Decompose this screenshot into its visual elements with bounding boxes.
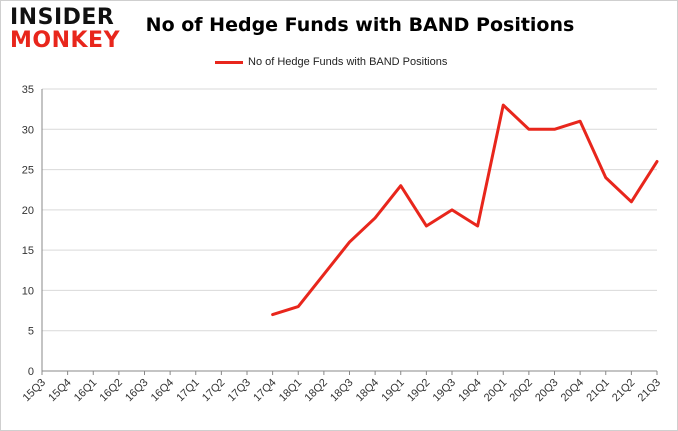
y-tick-label: 20: [22, 205, 34, 217]
x-tick-label: 17Q3: [226, 377, 254, 405]
x-tick-label: 19Q1: [379, 377, 407, 405]
x-tick-label: 15Q4: [46, 377, 74, 405]
x-tick-label: 20Q4: [559, 377, 587, 405]
x-tick-label: 16Q1: [72, 377, 100, 405]
x-tick-label: 21Q2: [610, 377, 638, 405]
x-tick-label: 17Q1: [174, 377, 202, 405]
y-tick-label: 0: [28, 366, 34, 378]
logo-line-1: INSIDER: [10, 5, 115, 30]
chart-legend: No of Hedge Funds with BAND Positions: [215, 54, 447, 70]
x-tick-label: 19Q3: [431, 377, 459, 405]
x-tick-label: 18Q1: [277, 377, 305, 405]
x-tick-label: 18Q2: [302, 377, 330, 405]
chart-title: No of Hedge Funds with BAND Positions: [145, 14, 575, 36]
y-tick-label: 35: [22, 84, 34, 96]
y-tick-label: 5: [28, 326, 34, 338]
x-tick-label: 21Q1: [584, 377, 612, 405]
x-tick-label: 18Q3: [328, 377, 356, 405]
y-tick-label: 15: [22, 245, 34, 257]
x-tick-label: 17Q2: [200, 377, 228, 405]
x-tick-label: 16Q4: [149, 377, 177, 405]
x-tick-label: 19Q2: [405, 377, 433, 405]
x-tick-label: 19Q4: [456, 377, 484, 405]
x-tick-label: 16Q2: [97, 377, 125, 405]
x-tick-label: 20Q2: [507, 377, 535, 405]
x-tick-label: 20Q1: [482, 377, 510, 405]
x-tick-label: 16Q3: [123, 377, 151, 405]
y-tick-label: 30: [22, 124, 34, 136]
x-tick-label: 18Q4: [354, 377, 382, 405]
x-tick-label: 20Q3: [533, 377, 561, 405]
x-tick-label: 17Q4: [251, 377, 279, 405]
legend-label: No of Hedge Funds with BAND Positions: [248, 56, 448, 68]
insider-monkey-logo: INSIDER MONKEY: [10, 6, 128, 54]
y-tick-label: 25: [22, 165, 34, 177]
y-tick-label: 10: [22, 285, 34, 297]
x-tick-label: 21Q3: [636, 377, 664, 405]
logo-line-2: MONKEY: [10, 28, 121, 53]
series-line: [271, 103, 659, 317]
legend-swatch: [215, 60, 243, 64]
x-tick-label: 15Q3: [21, 377, 49, 405]
